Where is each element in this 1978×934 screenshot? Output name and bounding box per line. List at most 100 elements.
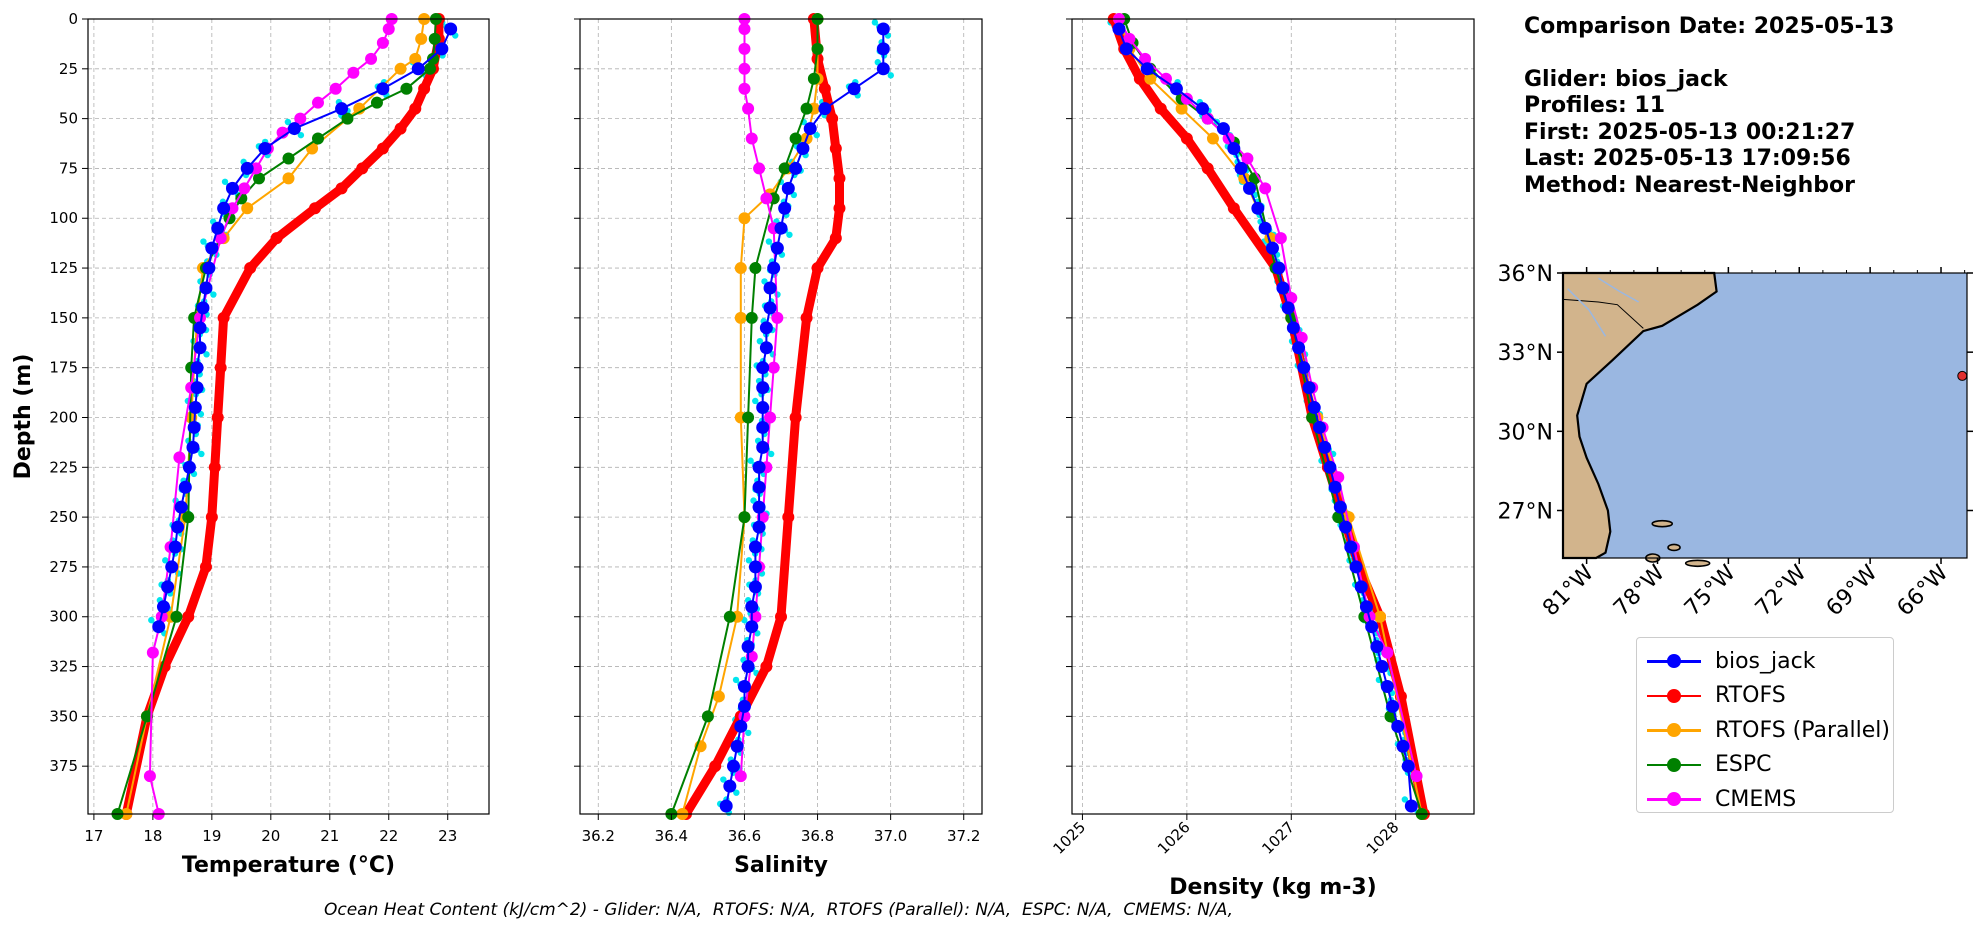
series-point: [140, 710, 153, 723]
series-point: [1323, 460, 1337, 474]
raw-glider-point: [745, 729, 752, 737]
series-point: [426, 52, 439, 65]
map-lat-label: 36°N: [1498, 262, 1553, 287]
series-point: [1370, 640, 1384, 654]
x-axis-label: Salinity: [734, 853, 828, 878]
chart-panel-2: 36.2 36.4 36.6 36.8 37.0 37.2 Salinity: [574, 13, 983, 878]
series-point: [1241, 152, 1254, 165]
series-point: [764, 411, 777, 424]
series-point: [174, 500, 188, 514]
series-point: [240, 161, 254, 175]
series-point: [394, 62, 407, 75]
series-point: [752, 500, 766, 514]
series-point: [818, 102, 832, 116]
series-point: [146, 646, 159, 659]
series-point: [752, 460, 766, 474]
legend-swatch: [1645, 789, 1703, 809]
raw-glider-point: [148, 616, 155, 624]
series-point: [161, 580, 175, 594]
x-tick-label: 36.6: [728, 827, 761, 845]
x-tick-label: 19: [202, 827, 221, 845]
map-frame: [1562, 272, 1968, 559]
series-point: [876, 22, 890, 36]
series-point: [1243, 181, 1257, 195]
y-tick-label: 75: [59, 159, 78, 177]
raw-glider-point: [767, 450, 775, 458]
series-point: [196, 301, 210, 315]
series-point: [1180, 132, 1193, 145]
comparison-date: Comparison Date: 2025-05-13: [1524, 14, 1895, 39]
map-lon-label: 75°W: [1680, 560, 1741, 621]
series-point: [1227, 142, 1241, 156]
series-point: [876, 42, 890, 56]
series-point: [1339, 520, 1353, 534]
series-point: [803, 122, 817, 136]
series-point: [737, 699, 751, 713]
series-point: [382, 22, 395, 35]
series-point: [202, 261, 216, 275]
series-point: [738, 22, 751, 35]
series-point: [1292, 341, 1306, 355]
series-point: [165, 560, 179, 574]
series-point: [205, 241, 219, 255]
series-point: [760, 660, 773, 673]
series-point: [1344, 540, 1358, 554]
series-point: [1391, 719, 1405, 733]
series-point: [796, 142, 810, 156]
series-point: [826, 112, 839, 125]
map-lon-label: 69°W: [1822, 560, 1883, 621]
series-point: [1276, 281, 1290, 295]
series-point: [409, 52, 422, 65]
series-point: [800, 102, 813, 115]
series-point: [225, 181, 239, 195]
series-point: [1333, 500, 1347, 514]
y-tick-label: 325: [49, 658, 78, 676]
series-point: [1281, 301, 1295, 315]
series-point: [428, 32, 441, 45]
info-panel: Comparison Date: 2025-05-13 Glider: bios_…: [1524, 14, 1894, 199]
series-point: [730, 739, 744, 753]
raw-glider-point: [200, 238, 207, 245]
raw-glider-point: [284, 118, 292, 126]
series-point: [741, 660, 755, 674]
legend-item-rtofs-parallel: RTOFS (Parallel): [1637, 713, 1893, 748]
raw-glider-point: [765, 238, 773, 245]
series-point: [763, 281, 777, 295]
series-point: [170, 610, 183, 623]
profile-count: Profiles: 11: [1524, 93, 1666, 118]
legend-swatch: [1645, 686, 1703, 706]
series-point: [829, 142, 842, 155]
series-point: [1295, 331, 1308, 344]
raw-glider-point: [887, 72, 895, 79]
series-point: [415, 32, 428, 45]
series-point: [143, 770, 156, 783]
series-point: [211, 221, 225, 235]
series-point: [1349, 560, 1363, 574]
series-point: [756, 381, 770, 395]
series-point: [789, 161, 803, 175]
legend-item-cmems: CMEMS: [1637, 782, 1893, 817]
raw-glider-point: [786, 231, 793, 238]
series-point: [876, 62, 890, 76]
y-tick-label: 300: [49, 608, 78, 626]
glider-name: Glider: bios_jack: [1524, 66, 1728, 92]
series-point: [753, 162, 766, 175]
legend-label: bios_jack: [1715, 648, 1816, 674]
series-point: [394, 122, 407, 135]
y-tick-label: 0: [68, 10, 78, 28]
series-point: [250, 162, 263, 175]
x-tick-label: 1026: [1154, 818, 1194, 858]
series-line-rtofs-parallel-: [1118, 18, 1423, 815]
x-tick-label: 1025: [1050, 818, 1090, 858]
axes-frame: [579, 18, 983, 815]
series-point: [1307, 401, 1321, 415]
y-axis-label: Depth (m): [11, 354, 36, 480]
series-point: [253, 172, 266, 185]
x-axis-label: Temperature (°C): [182, 853, 395, 878]
series-point: [741, 640, 755, 654]
series-point: [811, 42, 824, 55]
raw-glider-point: [210, 291, 217, 298]
y-tick-label: 350: [49, 707, 78, 725]
series-line-rtofs-parallel-: [125, 18, 426, 815]
series-point: [748, 540, 762, 554]
